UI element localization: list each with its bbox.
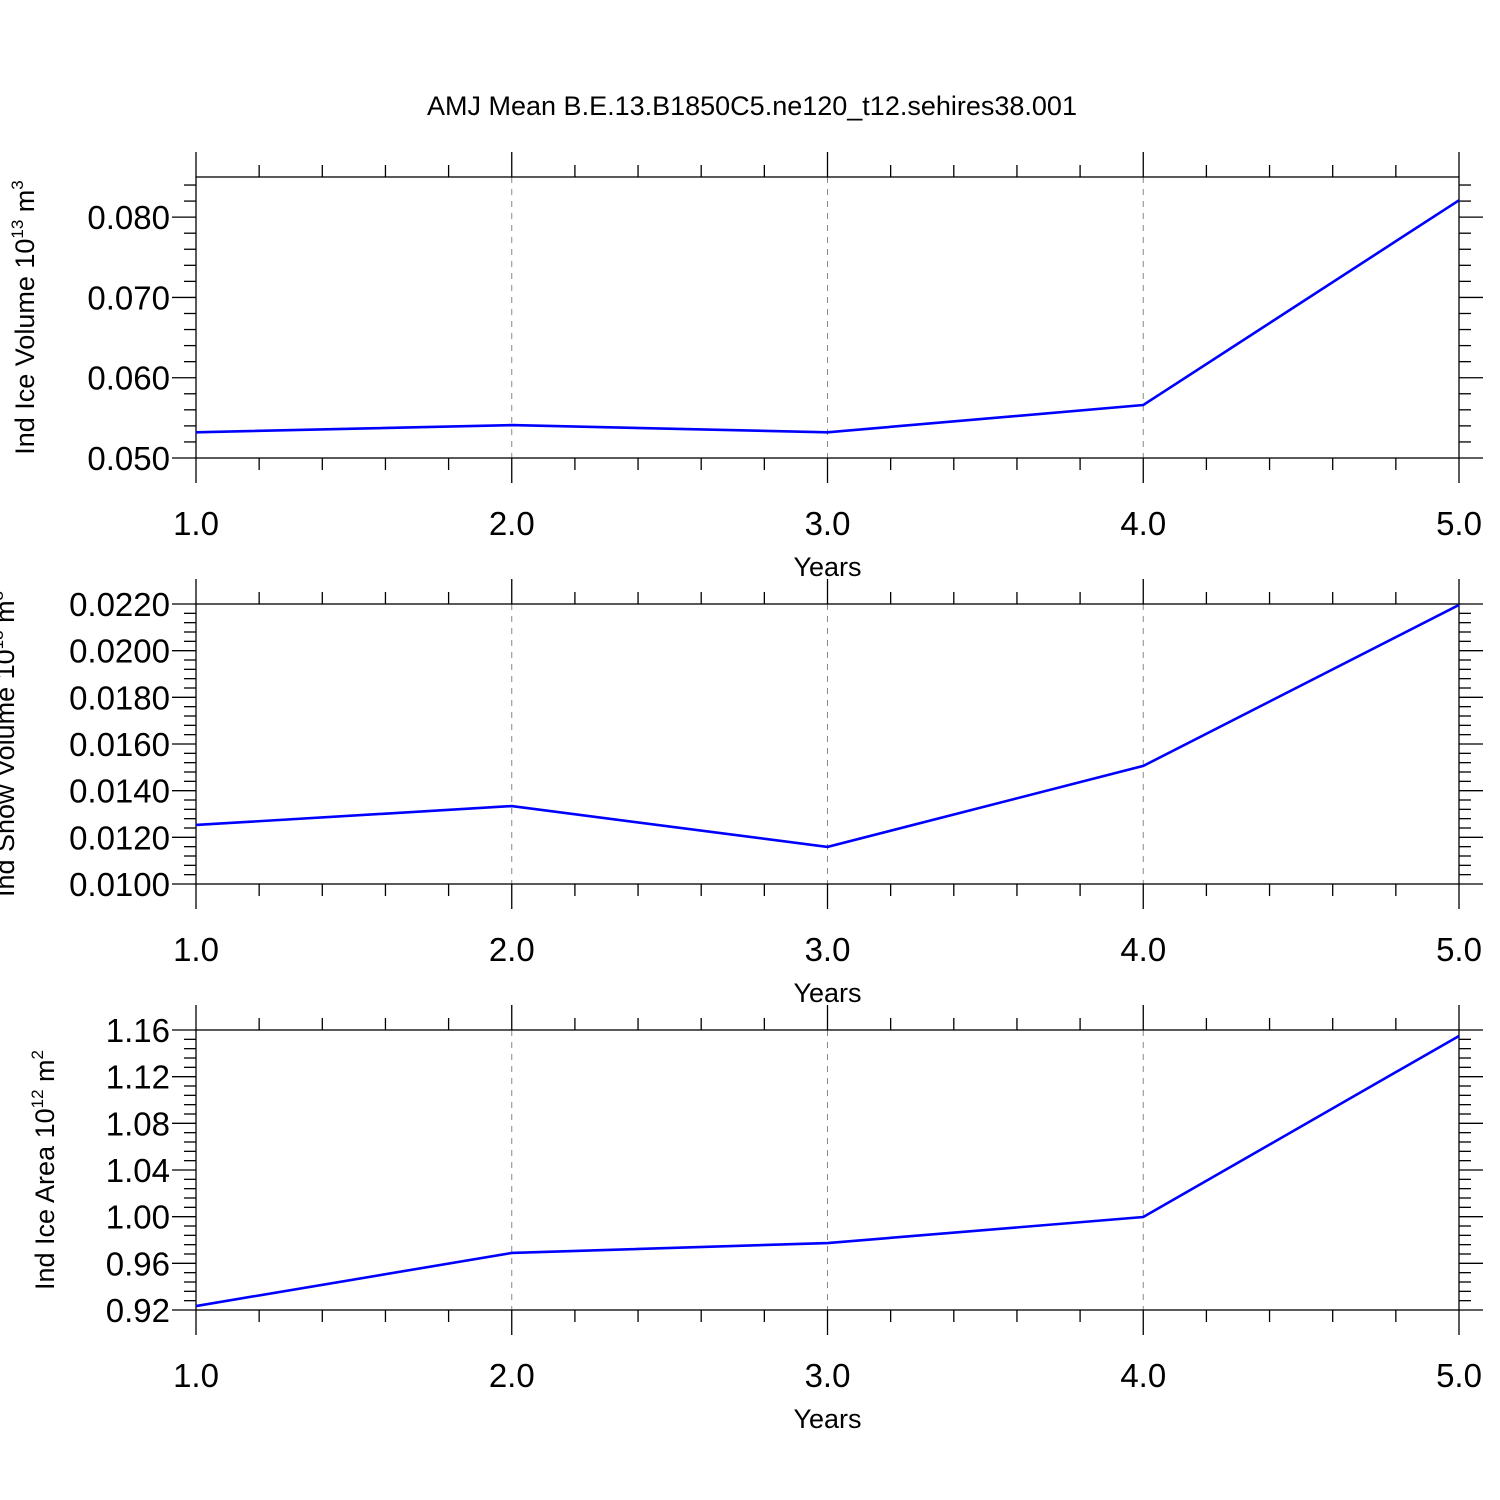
x-tick-label: 1.0	[173, 1357, 219, 1394]
x-tick-label: 4.0	[1120, 931, 1166, 968]
y-tick-label: 0.080	[87, 199, 170, 236]
x-axis-label: Years	[793, 978, 861, 1008]
y-axis-label-text: Ind Ice Volume 10	[10, 239, 40, 455]
x-tick-label: 3.0	[805, 1357, 851, 1394]
x-tick-label: 5.0	[1436, 505, 1482, 542]
data-line	[195, 603, 1460, 849]
y-tick-label: 0.92	[106, 1292, 170, 1329]
x-tick-label: 2.0	[489, 931, 535, 968]
y-tick-label: 1.16	[106, 1012, 170, 1049]
y-tick-label: 0.96	[106, 1245, 170, 1282]
y-axis-label-sup: 12	[28, 1089, 47, 1108]
y-axis-label-unit: m	[30, 1059, 60, 1089]
data-line	[195, 199, 1460, 434]
y-tick-label: 1.12	[106, 1059, 170, 1096]
y-tick-label: 0.050	[87, 440, 170, 477]
y-axis-label-text: Ind Ice Area 10	[30, 1108, 60, 1290]
data-line	[195, 1034, 1460, 1308]
y-axis-label-sup: 3	[0, 591, 7, 600]
plot-frame	[195, 1029, 1460, 1311]
y-axis-label: Ind Ice Area 1012 m2	[28, 1050, 60, 1290]
y-tick-label: 0.0180	[69, 679, 170, 716]
x-tick-label: 2.0	[489, 505, 535, 542]
y-axis-label-sup: 3	[8, 180, 27, 189]
y-tick-label: 0.0120	[69, 819, 170, 856]
x-tick-label: 2.0	[489, 1357, 535, 1394]
y-axis-label-text: Ind Snow Volume 10	[0, 649, 20, 897]
plot-frame	[195, 603, 1460, 885]
chart-title: AMJ Mean B.E.13.B1850C5.ne120_t12.sehire…	[427, 91, 1077, 121]
x-axis-label: Years	[793, 1404, 861, 1434]
y-axis-label: Ind Ice Volume 1013 m3	[8, 180, 40, 455]
x-tick-label: 3.0	[805, 505, 851, 542]
y-axis-label-unit: m	[0, 600, 20, 630]
plot-frame	[195, 176, 1460, 459]
x-tick-label: 1.0	[173, 505, 219, 542]
y-tick-label: 0.0220	[69, 586, 170, 623]
x-tick-label: 4.0	[1120, 505, 1166, 542]
y-axis-label-sup: 2	[28, 1050, 47, 1059]
x-tick-label: 5.0	[1436, 931, 1482, 968]
y-tick-label: 0.0160	[69, 726, 170, 763]
y-axis-label-unit: m	[10, 190, 40, 220]
y-tick-label: 1.08	[106, 1105, 170, 1142]
y-axis-label: Ind Snow Volume 1013 m3	[0, 591, 20, 897]
x-tick-label: 4.0	[1120, 1357, 1166, 1394]
y-tick-label: 1.00	[106, 1199, 170, 1236]
x-tick-label: 3.0	[805, 931, 851, 968]
x-tick-label: 1.0	[173, 931, 219, 968]
x-axis-label: Years	[793, 552, 861, 582]
y-tick-label: 0.070	[87, 279, 170, 316]
y-axis-label-sup: 13	[0, 630, 7, 649]
x-tick-label: 5.0	[1436, 1357, 1482, 1394]
y-tick-label: 1.04	[106, 1152, 170, 1189]
y-tick-label: 0.060	[87, 360, 170, 397]
y-tick-label: 0.0200	[69, 633, 170, 670]
y-tick-label: 0.0100	[69, 866, 170, 903]
y-axis-label-sup: 13	[8, 220, 27, 239]
y-tick-label: 0.0140	[69, 773, 170, 810]
